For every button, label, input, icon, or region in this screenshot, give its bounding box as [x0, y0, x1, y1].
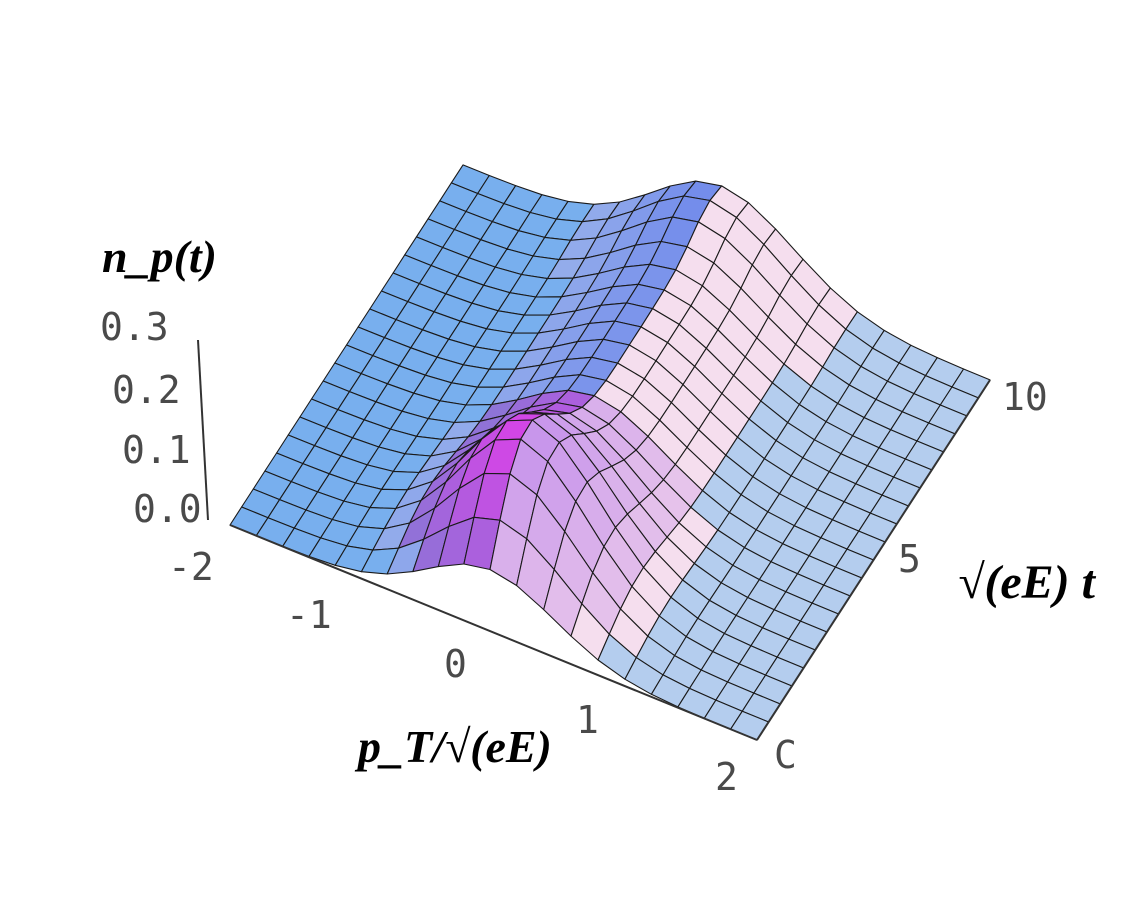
surface-mesh — [229, 164, 991, 741]
z-tick-labels: 0.3 0.2 0.1 0.0 — [100, 305, 202, 531]
z-tick-label: 0.2 — [112, 368, 181, 412]
y-axis-line — [756, 379, 991, 741]
x-tick-label: 0 — [444, 642, 467, 686]
x-axis-label: p_T/√(eE) — [354, 721, 552, 772]
z-axis-line — [197, 339, 209, 521]
x-tick-label: -1 — [286, 593, 332, 637]
x-axis-line — [229, 524, 758, 741]
z-tick-label: 0.3 — [100, 305, 169, 349]
z-tick-label: 0.1 — [122, 428, 191, 472]
x-tick-labels: -2 -1 0 1 2 — [168, 545, 738, 799]
y-tick-label: 10 — [1002, 375, 1048, 419]
y-tick-label: 5 — [898, 537, 921, 581]
z-tick-label: 0.0 — [133, 487, 202, 531]
z-axis-label: n_p(t) — [102, 231, 217, 282]
x-tick-label: -2 — [168, 545, 214, 589]
x-tick-label: 2 — [715, 755, 738, 799]
axes-frame — [197, 339, 991, 741]
x-tick-label: 1 — [576, 698, 599, 742]
y-tick-labels: C 5 10 — [774, 375, 1048, 777]
y-tick-label: C — [774, 733, 797, 777]
y-axis-label: √(eE) t — [958, 556, 1097, 609]
